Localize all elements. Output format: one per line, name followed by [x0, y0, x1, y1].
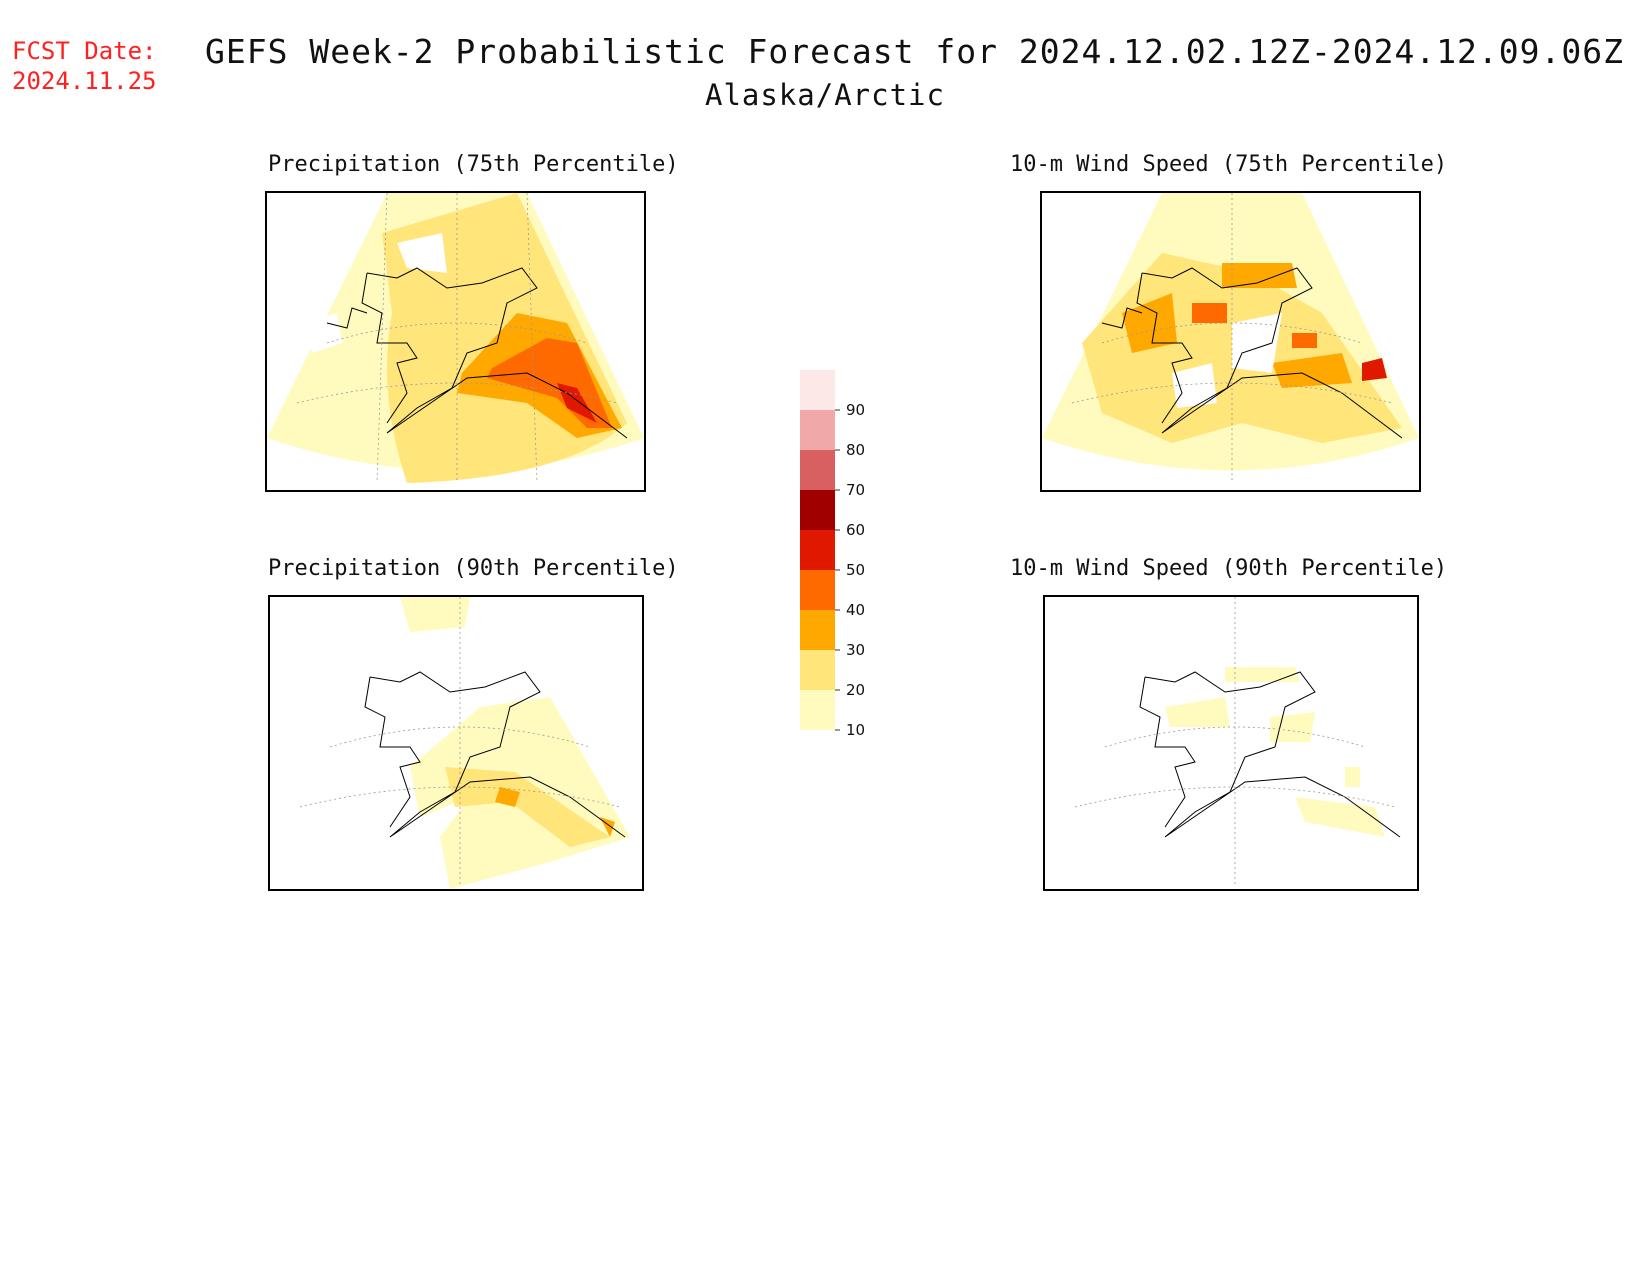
- panel-title-wind90: 10-m Wind Speed (90th Percentile): [1010, 556, 1448, 581]
- colorbar-swatch: [800, 530, 835, 570]
- forecast-date-label: FCST Date:: [12, 37, 157, 65]
- colorbar-tick-label: 20: [846, 681, 866, 699]
- forecast-date-value: 2024.11.25: [12, 67, 157, 95]
- panel-title-wind75: 10-m Wind Speed (75th Percentile): [1010, 152, 1448, 177]
- panel-title-precip90: Precipitation (90th Percentile): [268, 556, 679, 581]
- colorbar: [800, 330, 840, 754]
- main-title: GEFS Week-2 Probabilistic Forecast for 2…: [205, 32, 1625, 71]
- colorbar-tick-label: 30: [846, 641, 866, 659]
- colorbar-tick-label: 40: [846, 601, 866, 619]
- panel-title-precip75: Precipitation (75th Percentile): [268, 152, 679, 177]
- colorbar-swatch: [800, 410, 835, 450]
- colorbar-swatch: [800, 690, 835, 730]
- colorbar-swatch: [800, 370, 835, 410]
- map-wind90: [1043, 595, 1419, 891]
- colorbar-swatch: [800, 570, 835, 610]
- colorbar-swatches: [800, 330, 840, 731]
- colorbar-swatch: [800, 450, 835, 490]
- colorbar-tick-label: 80: [846, 441, 866, 459]
- region-subtitle: Alaska/Arctic: [705, 78, 945, 112]
- colorbar-swatch: [800, 490, 835, 530]
- colorbar-swatch: [800, 650, 835, 690]
- colorbar-tick-label: 60: [846, 521, 866, 539]
- forecast-date: FCST Date: 2024.11.25: [12, 36, 157, 96]
- colorbar-tick-label: 50: [846, 561, 866, 579]
- colorbar-tick-label: 90: [846, 401, 866, 419]
- map-precip75: [265, 191, 646, 492]
- colorbar-top-extend: [800, 330, 835, 370]
- map-wind75: [1040, 191, 1421, 492]
- colorbar-tick-label: 10: [846, 721, 866, 739]
- map-precip90: [268, 595, 644, 891]
- colorbar-tick-label: 70: [846, 481, 866, 499]
- colorbar-swatch: [800, 610, 835, 650]
